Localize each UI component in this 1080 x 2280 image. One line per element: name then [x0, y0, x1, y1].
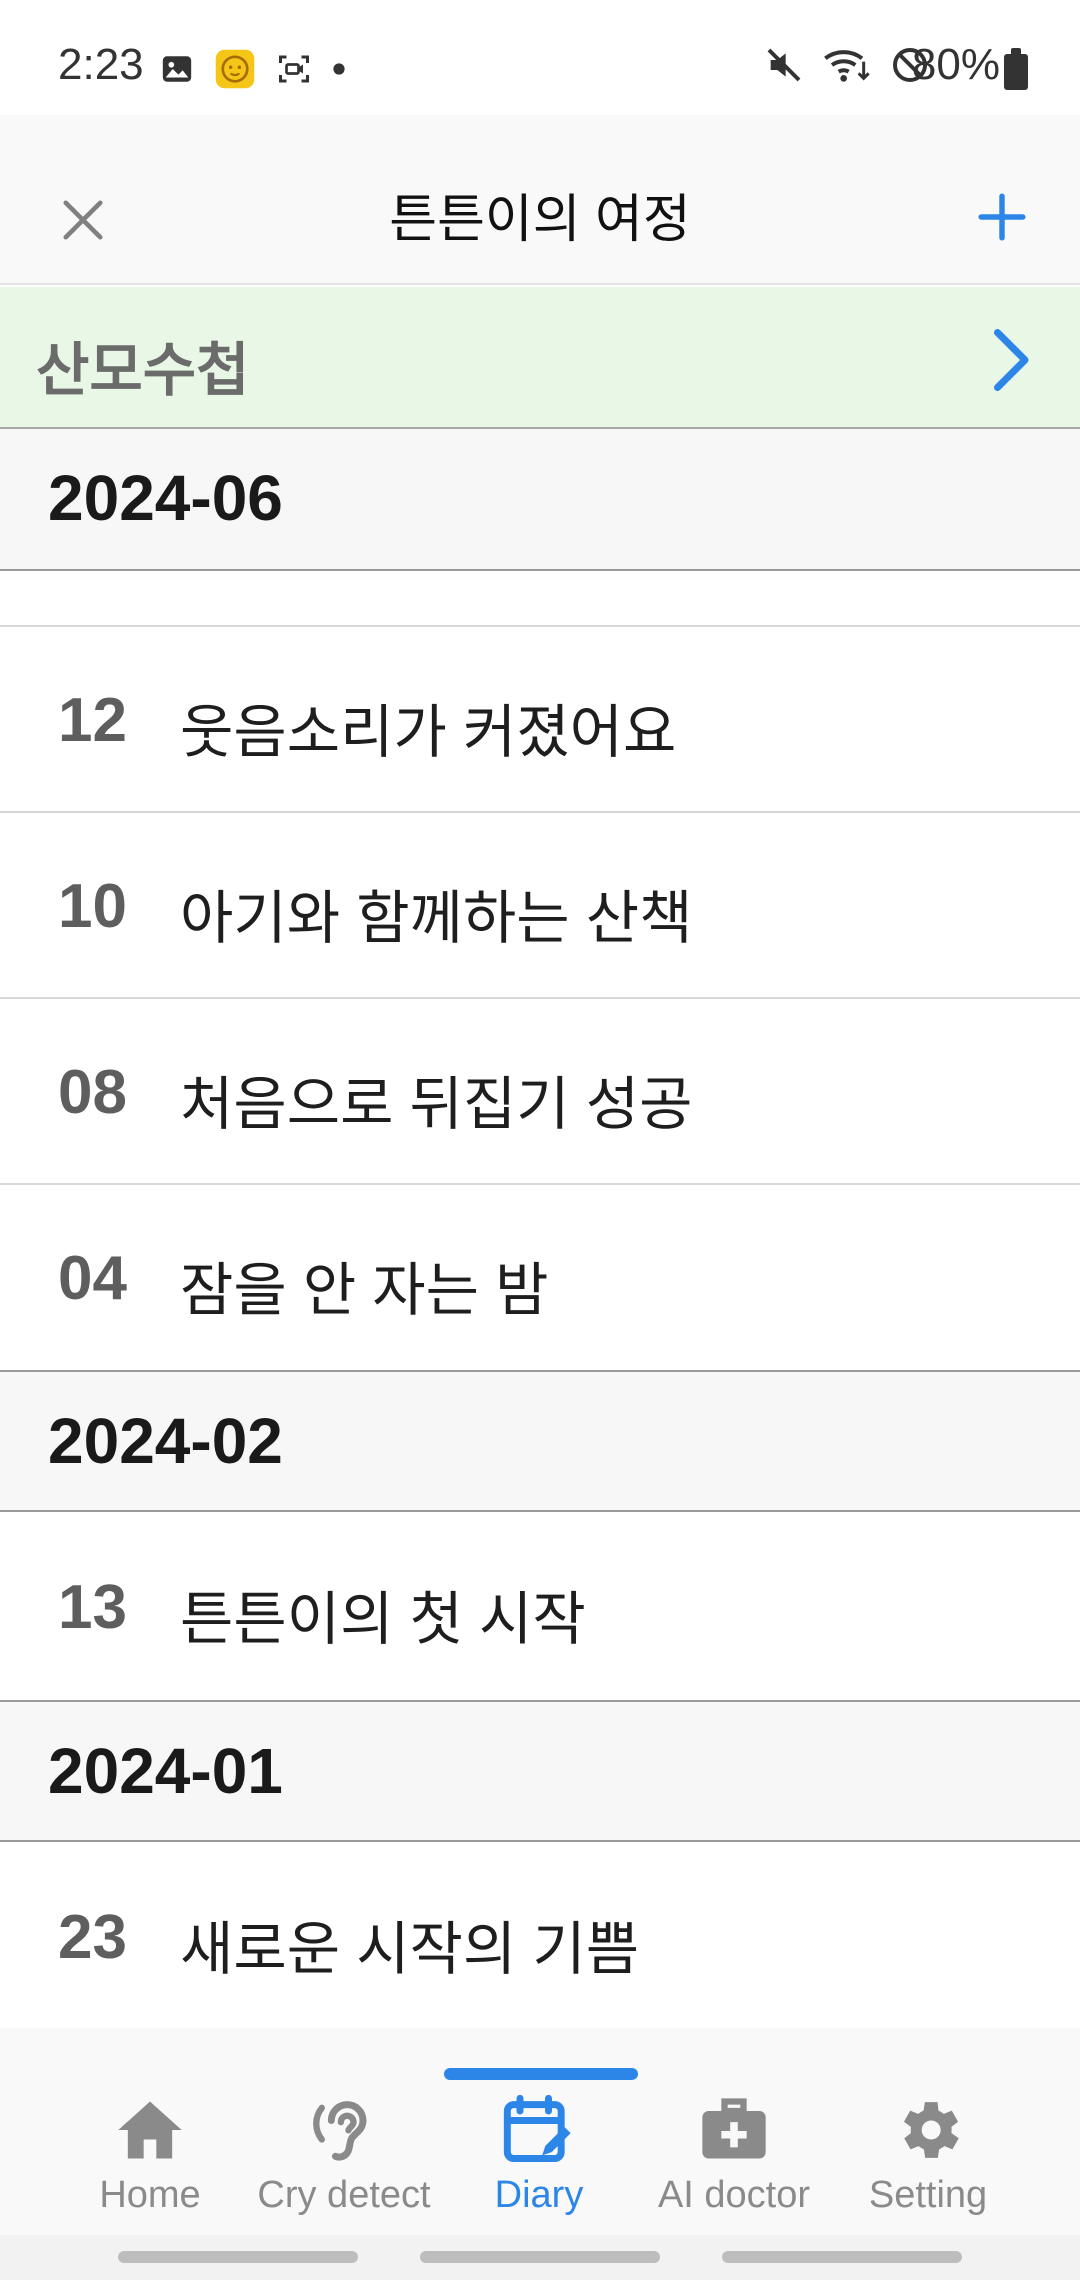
nav-ai-doctor[interactable]: AI doctor — [639, 2092, 829, 2222]
page-title: 튼튼이의 여정 — [389, 191, 691, 249]
entry-day: 10 — [58, 872, 127, 941]
entry-title: 웃음소리가 커졌어요 — [180, 700, 677, 765]
status-bar: 2:23 80% — [0, 0, 1080, 115]
nav-diary[interactable]: Diary — [444, 2092, 634, 2222]
screen-record-icon — [279, 55, 309, 83]
mute-icon — [767, 48, 801, 82]
active-tab-indicator — [444, 2068, 638, 2080]
entry-day: 13 — [58, 1573, 127, 1642]
diary-entry[interactable]: 04 잠을 안 자는 밤 — [0, 1185, 1080, 1371]
recent-apps-gesture[interactable] — [118, 2251, 358, 2263]
banner-label: 산모수첩 — [36, 338, 250, 403]
month-label: 2024-01 — [48, 1735, 283, 1807]
wifi-icon — [824, 50, 870, 82]
entry-title: 잠을 안 자는 밤 — [180, 1258, 549, 1323]
nav-label: Cry detect — [257, 2174, 431, 2216]
battery-level: 80% — [911, 40, 1000, 89]
month-header: 2024-06 — [0, 429, 1080, 571]
entry-title: 아기와 함께하는 산책 — [180, 886, 693, 951]
nav-home[interactable]: Home — [55, 2092, 245, 2222]
entry-title: 새로운 시작의 기쁨 — [180, 1917, 640, 1982]
nav-label: AI doctor — [657, 2174, 811, 2216]
app-header: 튼튼이의 여정 — [0, 115, 1080, 285]
list-spacer — [0, 573, 1080, 627]
nav-label: Home — [99, 2174, 201, 2216]
diary-entry[interactable]: 12 웃음소리가 커졌어요 — [0, 627, 1080, 813]
home-icon — [118, 2101, 182, 2159]
medical-kit-icon — [702, 2098, 766, 2159]
nav-label: Diary — [494, 2174, 584, 2216]
battery-icon — [1004, 48, 1028, 90]
close-icon — [63, 200, 103, 240]
entry-title: 처음으로 뒤집기 성공 — [180, 1072, 693, 1137]
month-label: 2024-02 — [48, 1405, 283, 1477]
nav-label: Setting — [868, 2174, 988, 2216]
month-header: 2024-01 — [0, 1700, 1080, 1842]
do-not-disturb-icon — [893, 48, 927, 82]
chevron-right-icon — [994, 329, 1029, 391]
calendar-edit-icon — [503, 2094, 571, 2162]
nav-setting[interactable]: Setting — [833, 2092, 1023, 2222]
diary-entry[interactable]: 08 처음으로 뒤집기 성공 — [0, 999, 1080, 1185]
entry-title: 튼튼이의 첫 시작 — [180, 1587, 586, 1652]
diary-entry[interactable]: 23 새로운 시작의 기쁨 — [0, 1844, 1080, 2030]
nav-cry-detect[interactable]: Cry detect — [249, 2092, 439, 2222]
diary-entry[interactable]: 13 튼튼이의 첫 시작 — [0, 1514, 1080, 1700]
month-label: 2024-06 — [48, 462, 283, 534]
ear-icon — [313, 2101, 367, 2161]
plus-icon — [978, 193, 1026, 241]
home-gesture[interactable] — [420, 2251, 660, 2263]
bottom-navigation: Home Cry detect Diary AI doctor Setting — [0, 2028, 1080, 2235]
close-button[interactable] — [48, 185, 118, 255]
add-entry-button[interactable] — [964, 179, 1040, 255]
baby-app-icon — [215, 49, 255, 89]
month-header: 2024-02 — [0, 1370, 1080, 1512]
dot-icon — [333, 63, 345, 75]
back-gesture[interactable] — [722, 2251, 962, 2263]
system-gesture-bar — [0, 2235, 1080, 2280]
entry-day: 12 — [58, 686, 127, 755]
entry-day: 23 — [58, 1903, 127, 1972]
image-icon — [162, 56, 192, 82]
entry-day: 04 — [58, 1244, 127, 1313]
entry-day: 08 — [58, 1058, 127, 1127]
gear-icon — [903, 2102, 959, 2158]
diary-entry[interactable]: 10 아기와 함께하는 산책 — [0, 813, 1080, 999]
maternity-handbook-banner[interactable]: 산모수첩 — [0, 287, 1080, 429]
status-time: 2:23 — [58, 40, 144, 89]
